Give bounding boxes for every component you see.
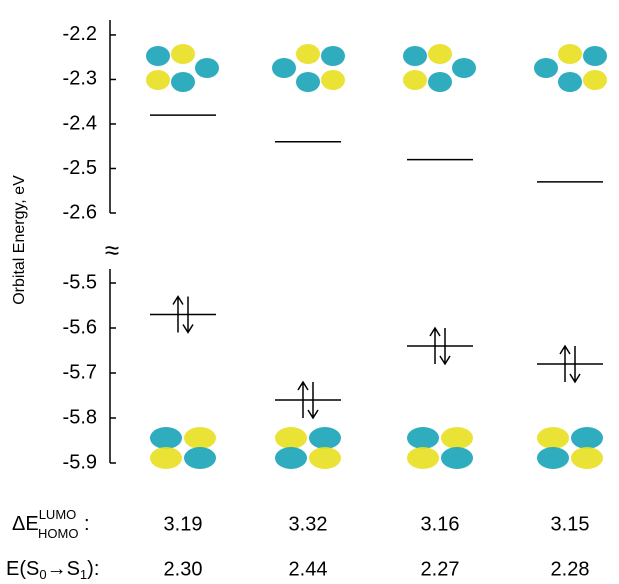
label-part: ): [87, 558, 99, 580]
row-label: E(S0→S1): [6, 558, 99, 582]
y-tick-label: -5.7 [63, 361, 97, 383]
orbital-lobe [452, 58, 476, 78]
orbital-lobe [558, 72, 582, 92]
orbital-lobe [403, 70, 427, 90]
orbital-lobe [583, 70, 607, 90]
orbital-lobe [534, 58, 558, 78]
label-sub: 0 [39, 567, 46, 582]
orbital-lobe [321, 46, 345, 66]
axis-break: ≈ [105, 235, 119, 265]
orbital-lobe [184, 447, 216, 469]
y-tick-label: -5.8 [63, 406, 97, 428]
orbital-lobe [321, 70, 345, 90]
orbital-lobe [272, 58, 296, 78]
orbital-lobe [309, 447, 341, 469]
table-value: 2.44 [289, 558, 328, 580]
orbital-lobe [146, 70, 170, 90]
y-tick-label: -2.4 [63, 112, 97, 134]
label-sup: LUMO [39, 507, 77, 522]
orbital-lobe [146, 46, 170, 66]
table-value: 3.32 [289, 513, 328, 535]
orbital-lobe [150, 447, 182, 469]
orbital-lobe [428, 72, 452, 92]
orbital-lobe [275, 447, 307, 469]
orbital-lobe [537, 427, 569, 449]
label-part: ΔE [12, 513, 39, 535]
orbital-lobe [296, 44, 320, 64]
orbital-lobe [403, 46, 427, 66]
orbital-lobe [171, 72, 195, 92]
orbital-lobe [150, 427, 182, 449]
table-value: 3.15 [551, 513, 590, 535]
orbital-lobe [441, 447, 473, 469]
orbital-lobe [407, 447, 439, 469]
row-label: ΔELUMO HOMO : [12, 507, 90, 541]
orbital-lobe [309, 427, 341, 449]
y-tick-label: -5.5 [63, 271, 97, 293]
y-tick-label: -5.9 [63, 451, 97, 473]
table-value: 2.27 [421, 558, 460, 580]
orbital-lobe [583, 46, 607, 66]
orbital-lobe [571, 427, 603, 449]
orbital-lobe [441, 427, 473, 449]
orbital-lobe [184, 427, 216, 449]
orbital-lobe [537, 447, 569, 469]
y-tick-label: -2.3 [63, 68, 97, 90]
orbital-lobe [428, 44, 452, 64]
orbital-lobe [171, 44, 195, 64]
orbital-lobe [558, 44, 582, 64]
table-value: 3.19 [164, 513, 203, 535]
y-tick-label: -5.6 [63, 316, 97, 338]
chart: Orbital Energy, eV ≈ ΔELUMO HOMO : E(S0→S… [0, 0, 619, 584]
orbital-lobe [275, 427, 307, 449]
table-value: 2.30 [164, 558, 203, 580]
label-sub: 1 [80, 567, 87, 582]
orbital-lobe [296, 72, 320, 92]
label-part: E(S [6, 558, 39, 580]
y-tick-label: -2.5 [63, 157, 97, 179]
label-sub: HOMO [38, 526, 78, 541]
y-tick-label: -2.2 [63, 23, 97, 45]
orbital-lobe [407, 427, 439, 449]
label-part: →S [47, 558, 80, 580]
orbital-lobe [571, 447, 603, 469]
table-value: 2.28 [551, 558, 590, 580]
orbital-lobe [195, 58, 219, 78]
table-value: 3.16 [421, 513, 460, 535]
y-tick-label: -2.6 [63, 201, 97, 223]
label-part: : [78, 513, 89, 535]
y-axis-title: Orbital Energy, eV [11, 175, 28, 305]
